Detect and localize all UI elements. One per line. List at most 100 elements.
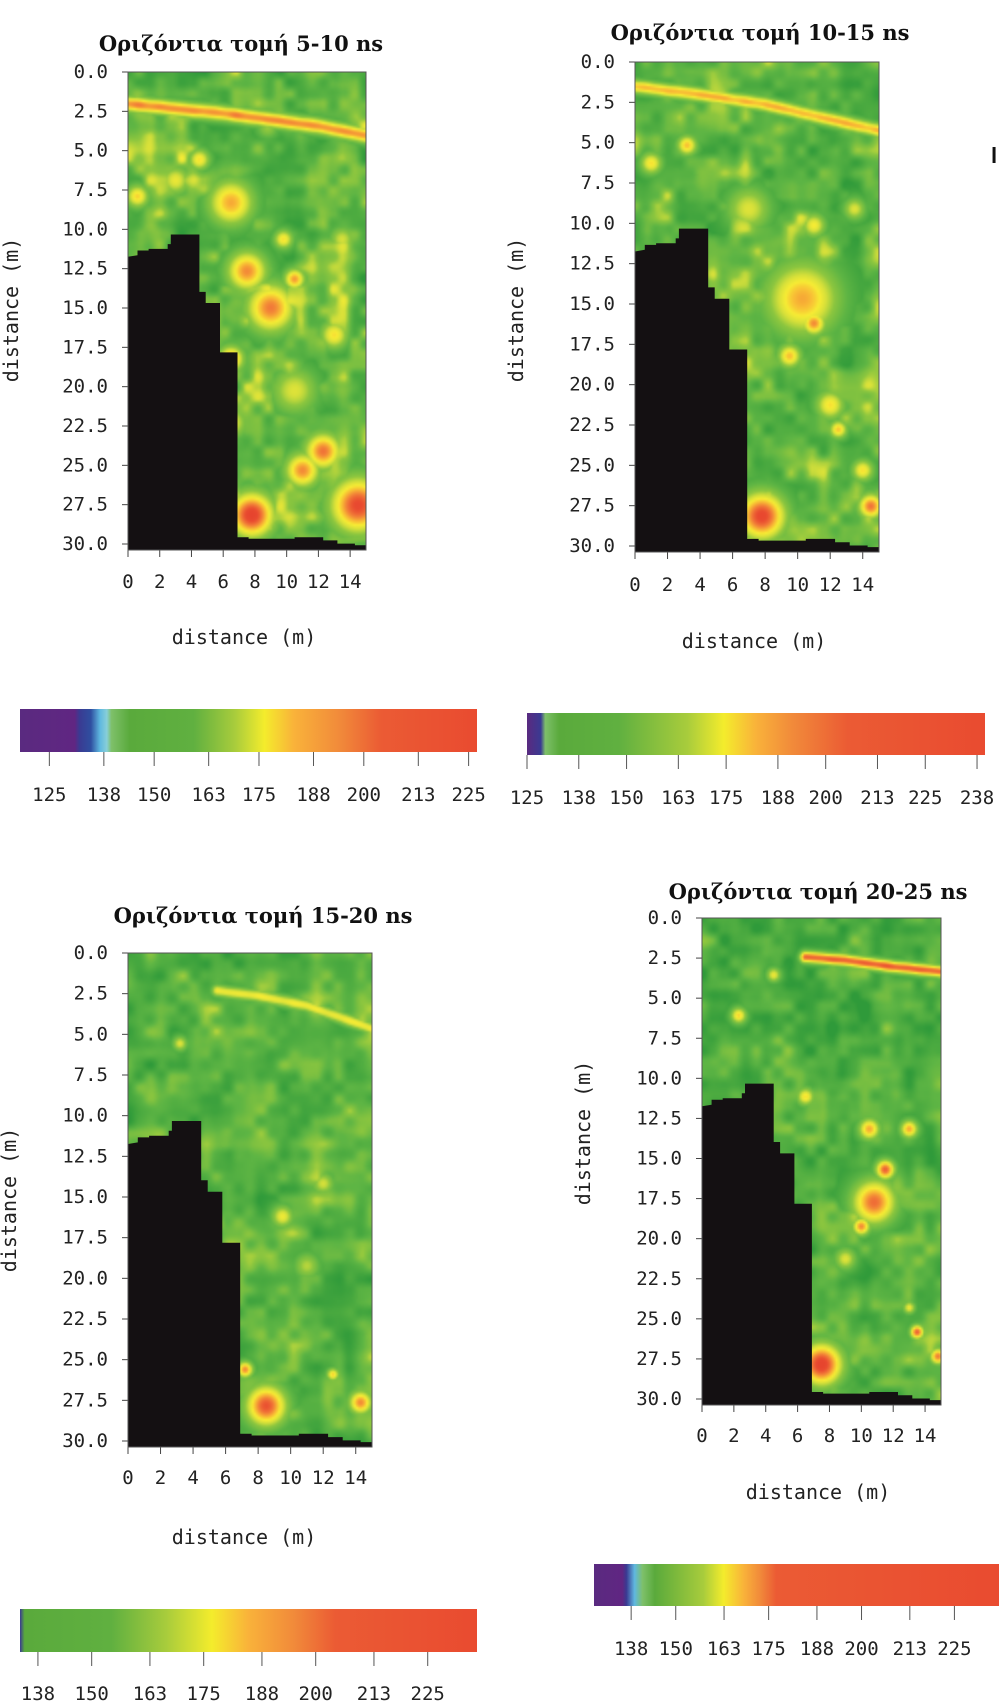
y-tick-label: 5.0: [74, 1023, 108, 1045]
x-tick-label: 12: [819, 574, 842, 596]
panel-3: Οριζόντια τομή 15-20 ns 0.0 2.5 5.0 7.5 10.0…: [0, 903, 477, 1703]
colorbar-tick-label: 175: [751, 1638, 785, 1660]
x-tick-label: 10: [279, 1467, 302, 1489]
y-tick-label: 12.5: [62, 258, 108, 280]
panel-2-no-data-region: [635, 228, 879, 552]
panel-1-x-axis-label: distance (m): [172, 625, 317, 649]
panel-2-y-ticks: 0.0 2.5 5.0 7.5 10.0 12.5 15.0 17.5 20.0 22.5 25.0…: [569, 51, 635, 557]
colorbar-tick-label: 188: [296, 784, 330, 806]
x-tick-label: 8: [824, 1425, 835, 1447]
panel-1-frame: [127, 71, 367, 551]
colorbar-tick-label: 225: [411, 1683, 445, 1703]
y-tick-label: 7.5: [648, 1027, 682, 1049]
panel-4-y-axis-label: distance (m): [571, 1061, 595, 1206]
x-tick-label: 4: [187, 1467, 198, 1489]
panel-2: Οριζόντια τομή 10-15 ns 0.0 2.5 5.0 7.5 10.0…: [504, 20, 994, 809]
x-tick-label: 2: [154, 571, 165, 593]
y-tick-label: 27.5: [62, 1389, 108, 1411]
panel-3-x-ticks: 0 2 4 6 8 10 12 14: [122, 1447, 367, 1489]
y-tick-label: 30.0: [569, 535, 615, 557]
y-tick-label: 22.5: [62, 415, 108, 437]
panel-2-title: Οριζόντια τομή 10-15 ns: [611, 20, 910, 45]
y-tick-label: 25.0: [62, 454, 108, 476]
y-tick-label: 7.5: [581, 172, 615, 194]
colorbar-tick-label: 225: [451, 784, 485, 806]
colorbar-tick-label: 150: [75, 1683, 109, 1703]
panel-1-x-ticks: 0 2 4 6 8 10 12 14: [122, 550, 362, 593]
y-tick-label: 20.0: [636, 1228, 682, 1250]
y-tick-label: 30.0: [636, 1388, 682, 1410]
colorbar-tick-label: 175: [709, 787, 743, 809]
y-tick-label: 17.5: [636, 1188, 682, 1210]
y-tick-label: 27.5: [569, 495, 615, 517]
x-tick-label: 6: [217, 571, 228, 593]
y-tick-label: 5.0: [74, 140, 108, 162]
y-tick-label: 20.0: [62, 376, 108, 398]
panel-1-colorbar: 125 138 150 163 175 188 200 213 225: [20, 709, 486, 806]
colorbar-tick-label: 238: [960, 787, 994, 809]
x-tick-label: 0: [696, 1425, 707, 1447]
panel-4-x-ticks: 0 2 4 6 8 10 12 14: [696, 1405, 937, 1447]
y-tick-label: 0.0: [74, 61, 108, 83]
colorbar-tick-label: 200: [347, 784, 381, 806]
panel-3-y-ticks: 0.0 2.5 5.0 7.5 10.0 12.5 15.0 17.5 20.0 22.5 25.0…: [62, 942, 128, 1452]
panel-3-colorbar: 138 150 163 175 188 200 213 225: [20, 1609, 477, 1703]
x-tick-label: 4: [186, 571, 197, 593]
x-tick-label: 0: [122, 1467, 133, 1489]
x-tick-label: 12: [882, 1425, 905, 1447]
y-tick-label: 22.5: [62, 1308, 108, 1330]
y-tick-label: 2.5: [581, 91, 615, 113]
x-tick-label: 14: [851, 574, 874, 596]
colorbar-tick-label: 175: [242, 784, 276, 806]
panel-4-title: Οριζόντια τομή 20-25 ns: [669, 879, 968, 904]
x-tick-label: 6: [220, 1467, 231, 1489]
panel-3-frame: [127, 952, 373, 1448]
panel-3-title: Οριζόντια τομή 15-20 ns: [114, 903, 413, 928]
panel-1: Οριζόντια τομή 5-10 ns 0.0 2.5 5.0 7.5 10.0 1…: [0, 31, 486, 806]
x-tick-label: 4: [760, 1425, 771, 1447]
colorbar-bar: [594, 1564, 999, 1606]
y-tick-label: 7.5: [74, 179, 108, 201]
y-tick-label: 0.0: [581, 51, 615, 73]
panel-2-colorbar: 125 138 150 163 175 188 200 213 225 238: [510, 713, 994, 809]
colorbar-tick-label: 125: [32, 784, 66, 806]
y-tick-label: 25.0: [569, 454, 615, 476]
edge-glyph: l: [991, 143, 997, 168]
x-tick-label: 2: [662, 574, 673, 596]
x-tick-label: 8: [249, 571, 260, 593]
panel-3-y-axis-label: distance (m): [0, 1128, 21, 1273]
y-tick-label: 12.5: [636, 1107, 682, 1129]
colorbar-tick-label: 200: [299, 1683, 333, 1703]
x-tick-label: 6: [727, 574, 738, 596]
colorbar-tick-label: 175: [187, 1683, 221, 1703]
panel-1-y-axis-label: distance (m): [0, 238, 23, 383]
colorbar-tick-label: 163: [661, 787, 695, 809]
x-tick-label: 6: [792, 1425, 803, 1447]
x-tick-label: 14: [339, 571, 362, 593]
x-tick-label: 0: [122, 571, 133, 593]
panel-3-no-data-region: [128, 1121, 372, 1447]
y-tick-label: 15.0: [636, 1148, 682, 1170]
y-tick-label: 17.5: [62, 336, 108, 358]
x-tick-label: 8: [759, 574, 770, 596]
colorbar-tick-label: 138: [21, 1683, 55, 1703]
panel-4-no-data-region: [702, 1083, 941, 1405]
y-tick-label: 22.5: [569, 414, 615, 436]
y-tick-label: 25.0: [62, 1349, 108, 1371]
x-tick-label: 10: [850, 1425, 873, 1447]
colorbar-tick-label: 225: [908, 787, 942, 809]
y-tick-label: 15.0: [62, 1186, 108, 1208]
y-tick-label: 0.0: [648, 907, 682, 929]
y-tick-label: 30.0: [62, 1430, 108, 1452]
panel-4-colorbar: 138 150 163 175 188 200 213 225: [594, 1564, 999, 1660]
y-tick-label: 17.5: [62, 1227, 108, 1249]
colorbar-tick-label: 163: [192, 784, 226, 806]
colorbar-tick-label: 213: [860, 787, 894, 809]
colorbar-tick-label: 188: [800, 1638, 834, 1660]
y-tick-label: 30.0: [62, 533, 108, 555]
x-tick-label: 12: [312, 1467, 335, 1489]
panel-4: Οριζόντια τομή 20-25 ns 0.0 2.5 5.0 7.5 10.0…: [571, 879, 999, 1660]
x-tick-label: 4: [694, 574, 705, 596]
colorbar-tick-label: 200: [844, 1638, 878, 1660]
